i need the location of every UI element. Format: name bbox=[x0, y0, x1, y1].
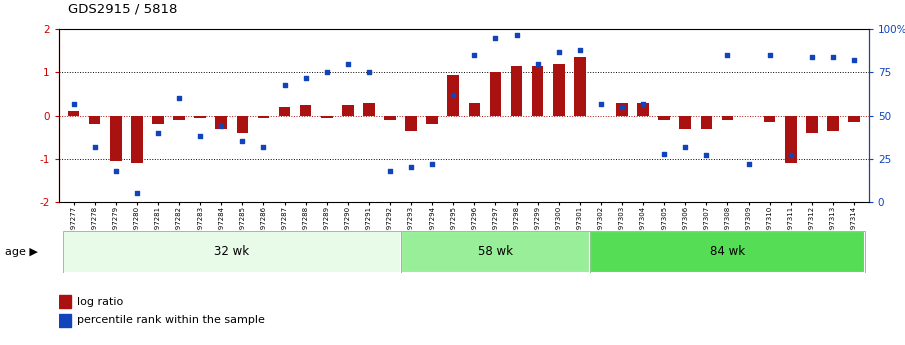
Point bbox=[720, 52, 735, 58]
Point bbox=[340, 61, 355, 67]
Point bbox=[172, 96, 186, 101]
Point bbox=[488, 35, 502, 41]
Point bbox=[446, 92, 461, 98]
Bar bbox=[848, 116, 860, 122]
Point bbox=[762, 52, 776, 58]
Point bbox=[530, 61, 545, 67]
Bar bbox=[447, 75, 459, 116]
FancyBboxPatch shape bbox=[590, 231, 864, 273]
Point bbox=[425, 161, 440, 167]
Bar bbox=[173, 116, 185, 120]
Point bbox=[256, 144, 271, 149]
FancyBboxPatch shape bbox=[401, 231, 590, 273]
Point bbox=[657, 151, 672, 156]
Point bbox=[805, 54, 819, 60]
Point bbox=[383, 168, 397, 174]
Bar bbox=[574, 57, 586, 116]
Point bbox=[784, 152, 798, 158]
Bar bbox=[59, 314, 71, 327]
Text: age ▶: age ▶ bbox=[5, 247, 37, 257]
Bar bbox=[426, 116, 438, 124]
Text: log ratio: log ratio bbox=[77, 297, 123, 307]
Text: 32 wk: 32 wk bbox=[214, 245, 250, 258]
Point bbox=[299, 75, 313, 80]
Bar bbox=[300, 105, 311, 116]
Bar bbox=[385, 116, 395, 120]
Bar bbox=[215, 116, 227, 128]
Point bbox=[825, 54, 840, 60]
Bar bbox=[637, 103, 649, 116]
Point bbox=[847, 58, 862, 63]
Bar bbox=[131, 116, 143, 163]
FancyBboxPatch shape bbox=[63, 231, 401, 273]
Point bbox=[235, 139, 250, 144]
Bar bbox=[279, 107, 291, 116]
Point bbox=[404, 165, 418, 170]
Text: percentile rank within the sample: percentile rank within the sample bbox=[77, 315, 265, 325]
Point bbox=[551, 49, 566, 55]
Bar bbox=[469, 103, 481, 116]
Point bbox=[510, 32, 524, 37]
Bar bbox=[342, 105, 354, 116]
Text: GDS2915 / 5818: GDS2915 / 5818 bbox=[68, 2, 177, 16]
Bar bbox=[152, 116, 164, 124]
Bar bbox=[490, 72, 501, 116]
Point bbox=[614, 104, 629, 110]
Bar bbox=[764, 116, 776, 122]
Point bbox=[151, 130, 166, 136]
Point bbox=[214, 123, 228, 129]
Text: 84 wk: 84 wk bbox=[710, 245, 745, 258]
Bar bbox=[110, 116, 121, 161]
Point bbox=[129, 190, 144, 196]
Bar bbox=[616, 103, 628, 116]
Point bbox=[277, 82, 291, 87]
Point bbox=[678, 144, 692, 149]
Bar bbox=[236, 116, 248, 133]
Bar bbox=[68, 111, 80, 116]
Bar bbox=[700, 116, 712, 128]
Point bbox=[193, 134, 207, 139]
Point bbox=[362, 70, 376, 75]
Point bbox=[88, 144, 102, 149]
Bar bbox=[553, 64, 565, 116]
Bar bbox=[532, 66, 543, 116]
Bar bbox=[721, 116, 733, 120]
Bar bbox=[363, 103, 375, 116]
Bar bbox=[195, 116, 206, 118]
Bar bbox=[258, 116, 269, 118]
Bar bbox=[827, 116, 839, 131]
Bar bbox=[89, 116, 100, 124]
Point bbox=[109, 168, 123, 174]
Point bbox=[573, 47, 587, 53]
Point bbox=[700, 152, 714, 158]
Point bbox=[594, 101, 608, 106]
Point bbox=[467, 52, 481, 58]
Bar bbox=[321, 116, 332, 118]
Bar bbox=[680, 116, 691, 128]
Bar bbox=[785, 116, 796, 163]
Bar bbox=[59, 295, 71, 308]
Text: 58 wk: 58 wk bbox=[478, 245, 513, 258]
Bar bbox=[405, 116, 417, 131]
Bar bbox=[659, 116, 670, 120]
Point bbox=[636, 101, 651, 106]
Bar bbox=[510, 66, 522, 116]
Point bbox=[741, 161, 756, 167]
Point bbox=[319, 70, 334, 75]
Bar bbox=[806, 116, 817, 133]
Point bbox=[66, 101, 81, 106]
